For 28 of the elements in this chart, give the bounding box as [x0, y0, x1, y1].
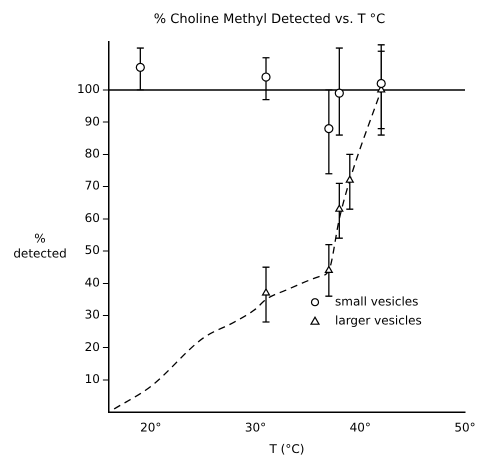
y-tick-label: 10 — [84, 372, 100, 386]
x-tick-label: 50° — [454, 420, 476, 435]
point — [334, 88, 344, 98]
y-axis-title: % detected — [13, 232, 67, 261]
y-tick-label: 80 — [84, 146, 100, 161]
legend-label: larger vesicles — [335, 313, 422, 328]
y-tick-label: 70 — [84, 178, 100, 193]
y-tick-label: 100 — [77, 82, 100, 96]
x-axis-title: T (°C) — [268, 442, 304, 456]
y-tick-label: 90 — [84, 114, 100, 128]
point — [262, 288, 270, 296]
point — [346, 176, 354, 183]
y-tick-label: 50 — [84, 243, 100, 258]
y-tick-label: 60 — [84, 210, 100, 225]
point — [376, 78, 386, 88]
x-tick-label: 20° — [140, 420, 162, 435]
point — [324, 266, 333, 274]
y-tick-label: 40 — [84, 275, 100, 290]
point — [261, 72, 271, 82]
x-tick-label: 40° — [350, 420, 371, 435]
legend-label: small vesicles — [335, 294, 418, 308]
y-tick-label: 30 — [84, 308, 100, 322]
chart-title: % Choline Methyl Detected vs. T °C — [154, 12, 386, 28]
point — [335, 204, 344, 212]
x-tick-label: 30° — [244, 420, 266, 435]
y-tick-label: 20 — [84, 340, 100, 354]
point — [136, 62, 145, 72]
point — [324, 124, 334, 134]
